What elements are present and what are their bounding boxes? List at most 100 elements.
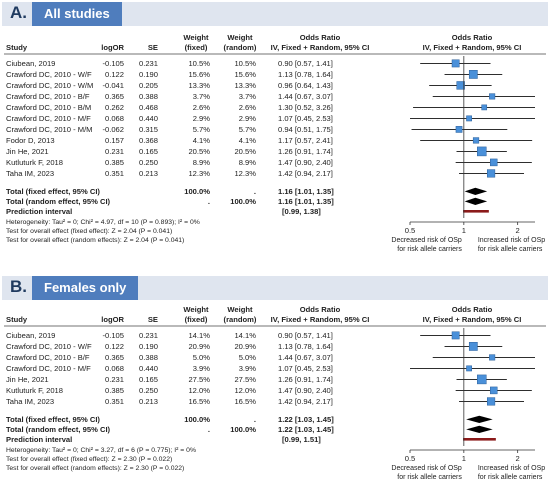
- panel-a-header-or-sub: IV, Fixed + Random, 95% CI: [271, 43, 370, 52]
- panel-a-study-point: [481, 104, 488, 111]
- panel-b-study-label: Jin He, 2021: [6, 375, 49, 384]
- panel-a-pooled-diamond: [464, 197, 488, 205]
- panel-a-study-point: [451, 59, 460, 68]
- panel-a-prediction-ci: [0.99, 1.38]: [282, 207, 321, 216]
- panel-b-header-weight-fixed: Weight: [183, 305, 209, 314]
- panel-b-pooled-label: Total (fixed effect, 95% CI): [6, 415, 100, 424]
- panel-a-study-weight-random: 10.5%: [234, 59, 256, 68]
- panel-b-header-weight-random-sub: (random): [224, 315, 257, 324]
- panel-b-header-or: Odds Ratio: [300, 305, 341, 314]
- panel-a-study-or-ci: 0.90 [0.57, 1.41]: [278, 59, 333, 68]
- panel-a-header-se: SE: [148, 43, 158, 52]
- panel-b-study-se: 0.231: [139, 331, 158, 340]
- panel-b-study-or-ci: 1.44 [0.67, 3.07]: [278, 353, 333, 362]
- panel-a-prediction-bar: [463, 210, 489, 213]
- panel-a-study-point: [456, 81, 465, 90]
- panel-b-pooled-weight-random: .: [254, 415, 256, 424]
- panel-b-study-label: Crawford DC, 2010 - M/F: [6, 364, 91, 373]
- panel-a-pooled-or-ci: 1.16 [1.01, 1.35]: [278, 187, 334, 196]
- panel-a-study-weight-random: 12.3%: [234, 169, 256, 178]
- panel-b-study-se: 0.165: [139, 375, 158, 384]
- panel-a-study-weight-random: 20.5%: [234, 147, 256, 156]
- panel-b-study-weight-fixed: 5.0%: [193, 353, 211, 362]
- panel-b-study-weight-fixed: 20.9%: [188, 342, 210, 351]
- panel-b-study-or-ci: 1.26 [0.91, 1.74]: [278, 375, 333, 384]
- panel-a-xlabel-right: Increased risk of OSp: [478, 237, 545, 244]
- panel-a-x-tick-label: 2: [516, 226, 520, 235]
- panel-b-study-weight-fixed: 27.5%: [188, 375, 210, 384]
- panel-b-note: Heterogeneity: Tau² = 0; Chi² = 3.27, df…: [6, 447, 196, 454]
- panel-a-header-study: Study: [6, 43, 28, 52]
- panel-b-study-weight-fixed: 3.9%: [193, 364, 211, 373]
- panel-a-pooled-weight-random: 100.0%: [230, 197, 256, 206]
- panel-b-study-se: 0.190: [139, 342, 158, 351]
- panel-a-study-point: [468, 70, 478, 79]
- panel-b-study-point: [490, 386, 498, 395]
- panel-b-study-logor: 0.068: [105, 364, 124, 373]
- panel-b-note: Test for overall effect (fixed effect): …: [6, 456, 172, 463]
- panel-b-header-or-sub: IV, Fixed + Random, 95% CI: [271, 315, 370, 324]
- panel-b-pooled-diamond: [466, 415, 493, 423]
- panel-b-letter: B.: [10, 277, 27, 296]
- panel-a-study-label: Fodor D, 2013: [6, 136, 55, 145]
- panel-a-study-or-ci: 0.96 [0.64, 1.43]: [278, 81, 333, 90]
- panel-a-study-se: 0.468: [139, 103, 158, 112]
- panel-a-study-weight-fixed: 2.6%: [193, 103, 211, 112]
- panel-b-study-label: Crawford DC, 2010 - B/F: [6, 353, 90, 362]
- panel-b-study-or-ci: 1.42 [0.94, 2.17]: [278, 397, 333, 406]
- panel-a-study-logor: -0.062: [102, 125, 124, 134]
- panel-a-pooled-weight-fixed: .: [208, 197, 210, 206]
- panel-a-study-logor: -0.041: [102, 81, 124, 90]
- panel-b-study-se: 0.213: [139, 397, 158, 406]
- panel-a-study-weight-random: 15.6%: [234, 70, 256, 79]
- panel-b-pooled-weight-random: 100.0%: [230, 425, 256, 434]
- panel-a-study-weight-random: 2.6%: [239, 103, 257, 112]
- panel-a-pooled-label: Total (random effect, 95% CI): [6, 197, 111, 206]
- panel-b-study-label: Ciubean, 2019: [6, 331, 55, 340]
- panel-a-study-se: 0.440: [139, 114, 158, 123]
- panel-a-study-se: 0.315: [139, 125, 158, 134]
- panel-a-study-or-ci: 1.07 [0.45, 2.53]: [278, 114, 333, 123]
- panel-a-study-or-ci: 1.42 [0.94, 2.17]: [278, 169, 333, 178]
- panel-a-study-point: [455, 126, 463, 133]
- panel-b-study-weight-random: 27.5%: [234, 375, 256, 384]
- panel-a-study-logor: 0.365: [105, 92, 124, 101]
- panel-a-study-se: 0.190: [139, 70, 158, 79]
- panel-b-study-point: [468, 342, 478, 351]
- panel-a-study-point: [486, 169, 496, 178]
- panel-a-note: Heterogeneity: Tau² = 0; Chi² = 4.97, df…: [6, 219, 200, 226]
- panel-a-study-label: Crawford DC, 2010 - B/F: [6, 92, 90, 101]
- panel-b-header-se: SE: [148, 315, 158, 324]
- panel-a-banner: A. All studies: [2, 2, 548, 26]
- panel-a-study-or-ci: 1.17 [0.57, 2.41]: [278, 136, 333, 145]
- panel-b-note: Test for overall effect (random effects)…: [6, 465, 184, 472]
- panel-b-prediction-bar: [463, 438, 496, 441]
- panel-a-study-label: Crawford DC, 2010 - M/M: [6, 125, 93, 134]
- panel-a-study-weight-fixed: 12.3%: [188, 169, 210, 178]
- panel-a-title: All studies: [32, 2, 122, 26]
- panel-a-study-weight-fixed: 5.7%: [193, 125, 211, 134]
- panel-a-prediction-label: Prediction interval: [6, 207, 72, 216]
- panel-a-study-weight-random: 4.1%: [239, 136, 257, 145]
- panel-b-study-weight-random: 5.0%: [239, 353, 257, 362]
- panel-a-pooled-diamond: [464, 187, 488, 195]
- panel-b-study-logor: 0.351: [105, 397, 124, 406]
- panel-a-study-logor: 0.231: [105, 147, 124, 156]
- panel-a-study-se: 0.368: [139, 136, 158, 145]
- panel-b-banner: B. Females only: [2, 276, 548, 300]
- panel-a-study-weight-fixed: 20.5%: [188, 147, 210, 156]
- panel-a-study-point: [489, 93, 496, 100]
- panel-a-study-se: 0.213: [139, 169, 158, 178]
- panel-a-study-label: Ciubean, 2019: [6, 59, 55, 68]
- panel-a-study-label: Crawford DC, 2010 - W/F: [6, 70, 92, 79]
- panel-a-study-point: [472, 137, 480, 144]
- panel-a-study-se: 0.250: [139, 158, 158, 167]
- panel-a-study-logor: 0.068: [105, 114, 124, 123]
- panel-b-study-label: Kutluturk F, 2018: [6, 386, 63, 395]
- panel-a-study-weight-fixed: 10.5%: [188, 59, 210, 68]
- panel-a-study-label: Jin He, 2021: [6, 147, 49, 156]
- panel-b-study-se: 0.440: [139, 364, 158, 373]
- panel-b-study-logor: 0.365: [105, 353, 124, 362]
- panel-a-study-weight-random: 3.7%: [239, 92, 257, 101]
- panel-b-study-weight-random: 12.0%: [234, 386, 256, 395]
